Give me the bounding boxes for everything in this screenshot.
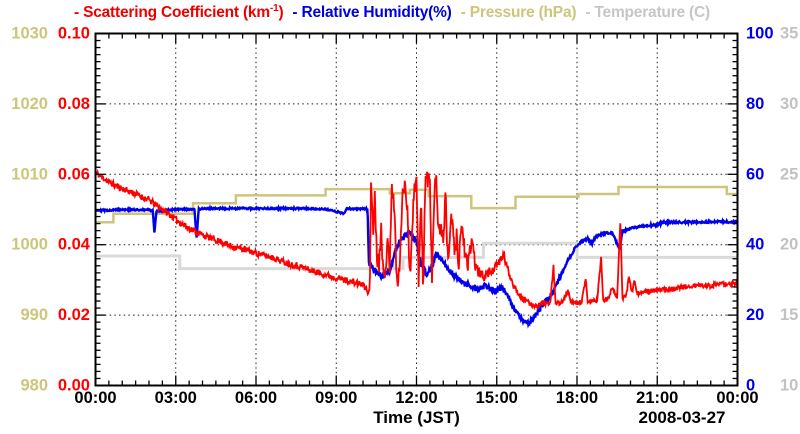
humidity-tick-label: 80 xyxy=(746,95,764,113)
chart-legend: - Scattering Coefficient (km-1) - Relativ… xyxy=(74,3,719,22)
temperature-series-line xyxy=(95,241,738,271)
x-tick-label: 00:00 xyxy=(716,389,758,407)
x-tick-label: 12:00 xyxy=(395,389,437,407)
x-axis-labels: 00:00 03:00 06:00 09:00 12:00 15:00 18:00 21:00… xyxy=(74,389,758,427)
scattering-series-line xyxy=(95,168,739,311)
scattering-tick-label: 0.06 xyxy=(58,165,90,183)
pressure-axis-labels: 1030 1020 1010 1000 990 980 xyxy=(11,25,48,395)
humidity-tick-label: 40 xyxy=(746,236,764,254)
x-tick-label: 09:00 xyxy=(315,389,357,407)
temperature-tick-label: 15 xyxy=(780,306,798,324)
scattering-tick-label: 0.04 xyxy=(58,236,91,254)
legend-temperature: - Temperature (C) xyxy=(585,4,710,22)
temperature-tick-label: 20 xyxy=(780,236,798,254)
legend-pressure: - Pressure (hPa) xyxy=(460,4,577,22)
scattering-tick-label: 0.00 xyxy=(58,377,90,395)
pressure-tick-label: 1000 xyxy=(11,236,48,254)
scattering-tick-label: 0.08 xyxy=(58,95,90,113)
legend-scattering-coefficient: - Scattering Coefficient (km-1) xyxy=(74,3,284,22)
pressure-tick-label: 1010 xyxy=(11,165,48,183)
temperature-tick-label: 10 xyxy=(780,377,798,395)
humidity-tick-label: 60 xyxy=(746,165,764,183)
series xyxy=(95,168,739,329)
temperature-tick-label: 35 xyxy=(780,25,798,43)
scattering-tick-label: 0.02 xyxy=(58,306,90,324)
temperature-tick-label: 25 xyxy=(780,165,798,183)
pressure-series-line xyxy=(95,185,738,224)
pressure-tick-label: 1030 xyxy=(11,25,48,43)
pressure-tick-label: 990 xyxy=(20,306,48,324)
x-tick-label: 18:00 xyxy=(556,389,598,407)
x-tick-label: 21:00 xyxy=(636,389,678,407)
temperature-tick-label: 30 xyxy=(780,95,798,113)
humidity-tick-label: 20 xyxy=(746,306,764,324)
humidity-tick-label: 0 xyxy=(746,377,755,395)
humidity-tick-label: 100 xyxy=(746,25,774,43)
x-axis-title: Time (JST) xyxy=(373,408,460,427)
x-tick-label: 03:00 xyxy=(155,389,197,407)
pressure-tick-label: 980 xyxy=(20,377,48,395)
scattering-tick-label: 0.10 xyxy=(58,25,90,43)
humidity-series-line xyxy=(95,204,739,329)
x-tick-label: 15:00 xyxy=(476,389,518,407)
date-label: 2008-03-27 xyxy=(639,408,726,427)
x-tick-label: 06:00 xyxy=(235,389,277,407)
x-tick-label: 00:00 xyxy=(74,389,116,407)
plot-border xyxy=(94,32,739,387)
temperature-axis-labels: 35 30 25 20 15 10 xyxy=(780,25,798,395)
legend-relative-humidity: - Relative Humidity(%) xyxy=(292,4,452,22)
pressure-tick-label: 1020 xyxy=(11,95,48,113)
scattering-axis-labels: 0.10 0.08 0.06 0.04 0.02 0.00 xyxy=(58,25,91,395)
humidity-axis-labels: 100 80 60 40 20 0 xyxy=(746,25,774,395)
